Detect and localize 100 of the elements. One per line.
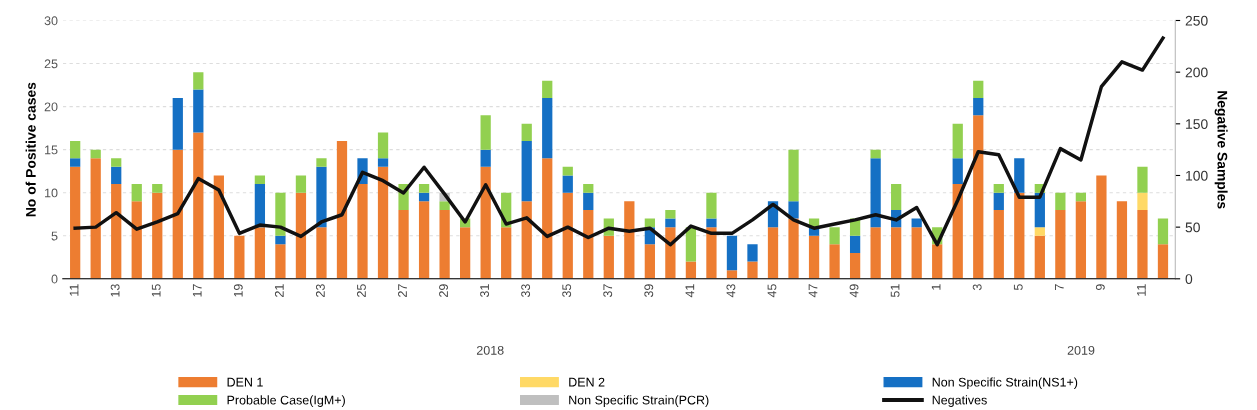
bar <box>952 158 963 185</box>
x-tick-label: 33 <box>521 284 531 298</box>
bar <box>870 158 881 228</box>
bar <box>932 244 943 279</box>
bar <box>254 175 266 185</box>
bar <box>480 166 491 279</box>
x-tick-label: 11 <box>1137 284 1146 296</box>
bar <box>1096 175 1107 279</box>
bar <box>439 209 450 279</box>
x-tick-label: 43 <box>726 284 736 298</box>
bar <box>295 192 307 279</box>
legend-label: Non Specific Strain(NS1+) <box>932 377 1078 390</box>
bar <box>542 97 553 159</box>
bar <box>952 123 963 159</box>
bar <box>829 227 840 245</box>
bar <box>767 227 779 279</box>
bar <box>747 244 758 262</box>
bar <box>193 132 204 279</box>
bar <box>418 184 430 193</box>
bar <box>1034 235 1045 279</box>
bar <box>644 218 655 228</box>
bar <box>562 175 573 193</box>
bar <box>829 244 840 279</box>
bar <box>973 115 984 279</box>
legend-label: Non Specific Strain(PCR) <box>569 395 709 407</box>
y2-tick-label: 250 <box>1185 15 1208 26</box>
bar <box>849 252 861 279</box>
bar <box>295 175 307 193</box>
bar <box>891 184 902 210</box>
x-tick-label: 35 <box>562 284 572 298</box>
bar <box>1014 158 1025 193</box>
bar <box>1055 192 1066 210</box>
x-tick-label: 19 <box>233 284 243 297</box>
bar <box>336 141 348 279</box>
bar <box>90 149 101 159</box>
bar <box>993 184 1004 193</box>
bar <box>480 149 491 167</box>
bar <box>1137 166 1148 193</box>
legend-label: DEN 2 <box>569 377 605 387</box>
bar <box>111 184 122 279</box>
y2-tick-label: 50 <box>1185 222 1200 233</box>
bar <box>152 184 163 193</box>
bar <box>562 166 573 176</box>
bar <box>172 149 183 279</box>
y-tick-label: 0 <box>51 274 58 284</box>
bar <box>70 158 81 167</box>
bar <box>111 166 122 185</box>
x-tick-label: 21 <box>274 284 284 297</box>
x-tick-label: 9 <box>1095 284 1105 291</box>
bar <box>152 192 163 279</box>
bar <box>973 97 984 116</box>
y2-tick-label: 0 <box>1185 274 1193 284</box>
x-tick-label: 39 <box>644 284 654 298</box>
x-tick-label: 11 <box>69 284 79 296</box>
legend-label: Negatives <box>932 395 987 407</box>
bar <box>418 192 430 202</box>
bar <box>706 192 717 219</box>
bar <box>1055 209 1066 279</box>
bar <box>357 184 368 279</box>
bar <box>70 166 81 279</box>
bar <box>316 158 327 167</box>
bar <box>583 209 594 279</box>
bar <box>439 201 450 210</box>
bar <box>624 201 635 279</box>
text: 2018 <box>476 345 504 355</box>
bar <box>1137 192 1148 210</box>
text: 2019 <box>1067 345 1095 355</box>
x-tick-label: 27 <box>398 284 407 297</box>
bar <box>665 209 676 219</box>
bar <box>808 235 820 279</box>
bar <box>973 80 984 98</box>
bar <box>275 235 286 245</box>
y-tick-label: 10 <box>45 188 58 198</box>
bar <box>316 166 327 228</box>
bar <box>603 235 614 279</box>
y-tick-label: 25 <box>44 59 58 69</box>
bar <box>521 201 532 279</box>
bar <box>1075 192 1087 202</box>
bar <box>1137 209 1148 279</box>
bar <box>891 227 902 279</box>
bar <box>1157 218 1169 245</box>
bar <box>726 270 738 279</box>
bar <box>418 201 430 279</box>
x-tick-label: 17 <box>192 284 202 297</box>
legend-label: Probable Case(IgM+) <box>227 395 345 407</box>
y2-tick-label: 150 <box>1186 119 1208 129</box>
bar <box>706 218 717 228</box>
bar <box>254 227 266 279</box>
x-tick-label: 31 <box>480 284 490 298</box>
y-tick-label: 30 <box>44 16 58 26</box>
x-tick-label: 25 <box>357 284 366 297</box>
bar <box>911 227 922 279</box>
bar <box>480 115 491 150</box>
bar <box>870 149 881 159</box>
x-tick-label: 7 <box>1054 284 1064 290</box>
bar <box>275 244 286 279</box>
bar <box>665 218 676 228</box>
bar <box>1014 192 1025 279</box>
bar <box>501 227 512 279</box>
y2-tick-label: 100 <box>1186 170 1208 181</box>
